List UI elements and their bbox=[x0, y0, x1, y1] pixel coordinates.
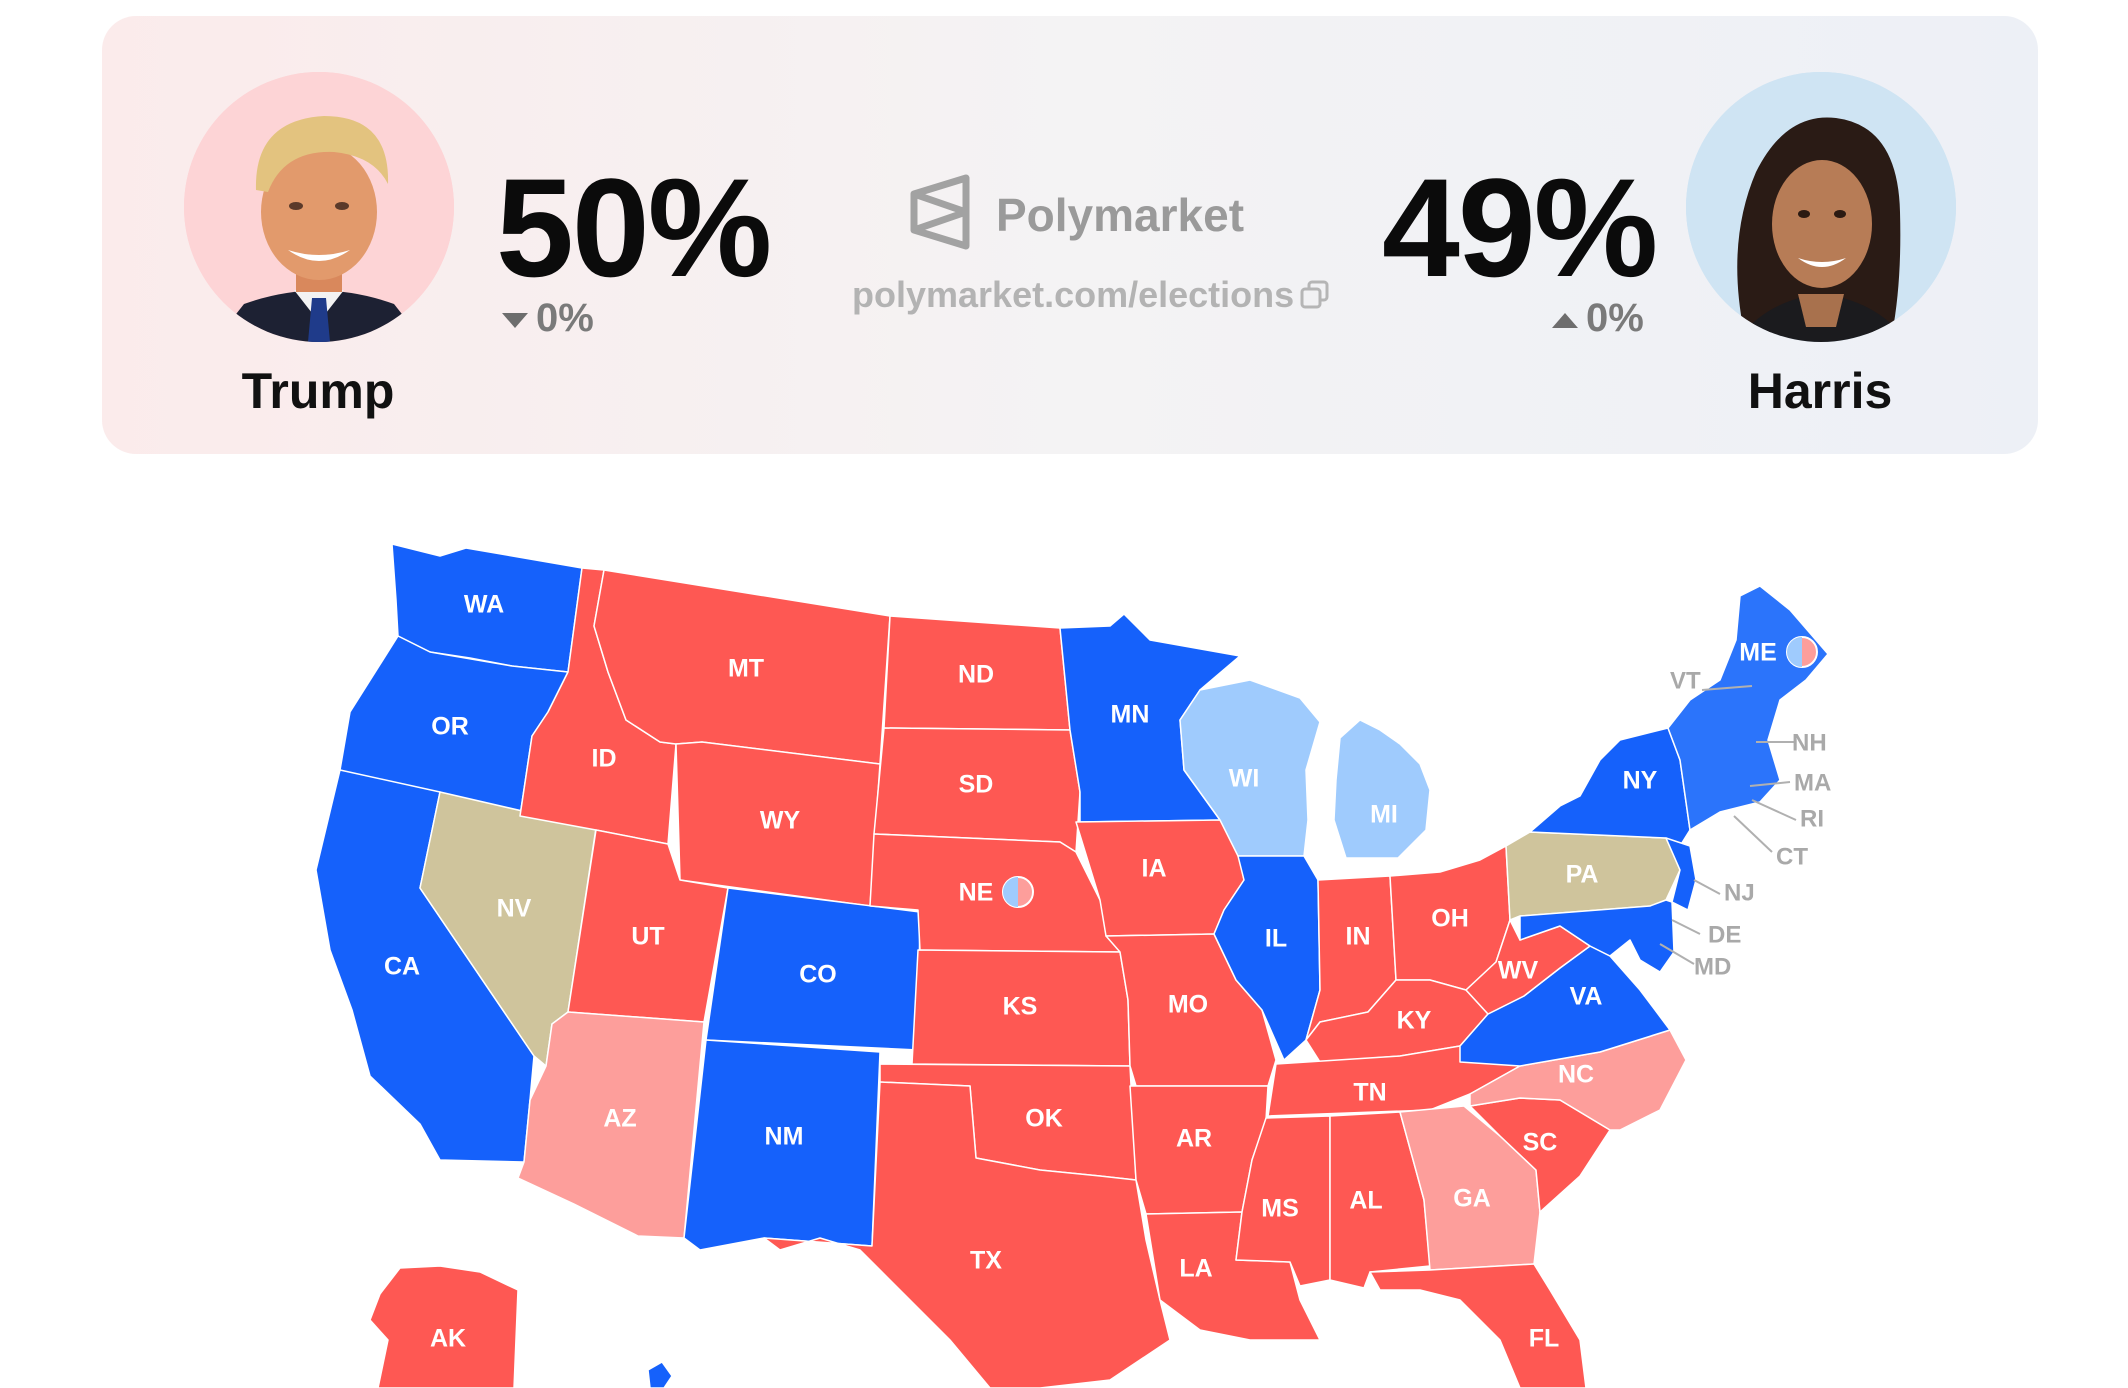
state-mi[interactable] bbox=[1333, 719, 1431, 859]
label-nj: NJ bbox=[1724, 879, 1755, 906]
label-ks: KS bbox=[1003, 993, 1038, 1021]
label-tn: TN bbox=[1353, 1079, 1386, 1107]
label-sd: SD bbox=[959, 771, 994, 799]
label-sc: SC bbox=[1523, 1129, 1558, 1157]
label-ak: AK bbox=[430, 1325, 466, 1353]
label-ne: NE bbox=[959, 879, 994, 907]
label-fl: FL bbox=[1529, 1325, 1560, 1353]
label-oh: OH bbox=[1431, 905, 1469, 933]
label-ms: MS bbox=[1261, 1195, 1299, 1223]
copy-link-icon[interactable] bbox=[1300, 280, 1330, 310]
label-pa: PA bbox=[1566, 861, 1599, 889]
state-fl[interactable] bbox=[1369, 1263, 1587, 1388]
brand-name: Polymarket bbox=[996, 189, 1245, 241]
label-id: ID bbox=[592, 745, 617, 773]
up-arrow-icon bbox=[1552, 312, 1578, 328]
label-ri: RI bbox=[1800, 805, 1824, 832]
state-il[interactable] bbox=[1213, 855, 1321, 1061]
state-tx[interactable] bbox=[763, 1081, 1171, 1388]
label-wy: WY bbox=[760, 807, 801, 835]
down-arrow-icon bbox=[502, 312, 528, 328]
label-ok: OK bbox=[1025, 1105, 1063, 1133]
label-wa: WA bbox=[464, 591, 504, 619]
label-nv: NV bbox=[497, 895, 532, 923]
harris-percent: 49% bbox=[1382, 149, 1658, 306]
label-vt: VT bbox=[1670, 667, 1701, 694]
small-state-labels: VT NH MA RI CT NJ DE MD bbox=[1670, 667, 1831, 980]
label-ct: CT bbox=[1776, 843, 1808, 870]
label-ut: UT bbox=[631, 923, 664, 951]
label-or: OR bbox=[431, 713, 469, 741]
label-tx: TX bbox=[970, 1247, 1002, 1275]
trump-percent: 50% bbox=[496, 149, 772, 306]
state-az[interactable] bbox=[517, 1011, 705, 1239]
odds-header-card: Trump 50% 0% Polymarket polymarket.com/e… bbox=[102, 16, 2038, 454]
state-hi-fragment bbox=[647, 1361, 673, 1388]
label-az: AZ bbox=[603, 1105, 636, 1133]
harris-name: Harris bbox=[1747, 363, 1893, 419]
label-va: VA bbox=[1570, 983, 1603, 1011]
label-wv: WV bbox=[1498, 957, 1539, 985]
label-nd: ND bbox=[958, 661, 994, 689]
label-nm: NM bbox=[765, 1123, 804, 1151]
label-md: MD bbox=[1694, 953, 1731, 980]
label-il: IL bbox=[1265, 925, 1287, 953]
state-labels: WA OR CA NV ID MT WY UT AZ CO NM ND SD N… bbox=[384, 591, 1777, 1353]
label-ca: CA bbox=[384, 953, 420, 981]
harris-avatar bbox=[1686, 72, 1956, 342]
label-ga: GA bbox=[1453, 1185, 1491, 1213]
trump-name: Trump bbox=[241, 363, 395, 419]
label-co: CO bbox=[799, 961, 837, 989]
state-nj[interactable] bbox=[1665, 837, 1697, 911]
label-ar: AR bbox=[1176, 1125, 1212, 1153]
label-nh: NH bbox=[1792, 729, 1827, 756]
label-ma: MA bbox=[1794, 769, 1831, 796]
label-ny: NY bbox=[1623, 767, 1658, 795]
label-de: DE bbox=[1708, 921, 1741, 948]
label-ia: IA bbox=[1142, 855, 1167, 883]
trump-avatar bbox=[184, 72, 454, 342]
label-nc: NC bbox=[1558, 1061, 1594, 1089]
polymarket-logo-icon bbox=[910, 174, 970, 250]
label-mt: MT bbox=[728, 655, 764, 683]
ne-split-icon bbox=[1002, 876, 1034, 908]
label-mi: MI bbox=[1370, 801, 1398, 829]
state-ny[interactable] bbox=[1529, 727, 1691, 847]
label-ky: KY bbox=[1397, 1007, 1432, 1035]
me-split-icon bbox=[1786, 636, 1818, 668]
label-la: LA bbox=[1179, 1255, 1212, 1283]
label-mn: MN bbox=[1111, 701, 1150, 729]
small-state-leaders bbox=[1659, 685, 1797, 965]
state-wi[interactable] bbox=[1179, 679, 1321, 857]
state-mt[interactable] bbox=[593, 569, 891, 765]
label-wi: WI bbox=[1229, 765, 1260, 793]
state-ak[interactable] bbox=[369, 1265, 519, 1388]
state-wy[interactable] bbox=[675, 741, 881, 907]
state-md-de[interactable] bbox=[1519, 899, 1675, 973]
label-al: AL bbox=[1349, 1187, 1382, 1215]
harris-change: 0% bbox=[1552, 298, 1644, 338]
label-me: ME bbox=[1739, 639, 1777, 667]
elections-link[interactable]: polymarket.com/elections bbox=[852, 274, 1295, 315]
label-mo: MO bbox=[1168, 991, 1208, 1019]
label-in: IN bbox=[1346, 923, 1371, 951]
trump-change: 0% bbox=[502, 298, 594, 338]
